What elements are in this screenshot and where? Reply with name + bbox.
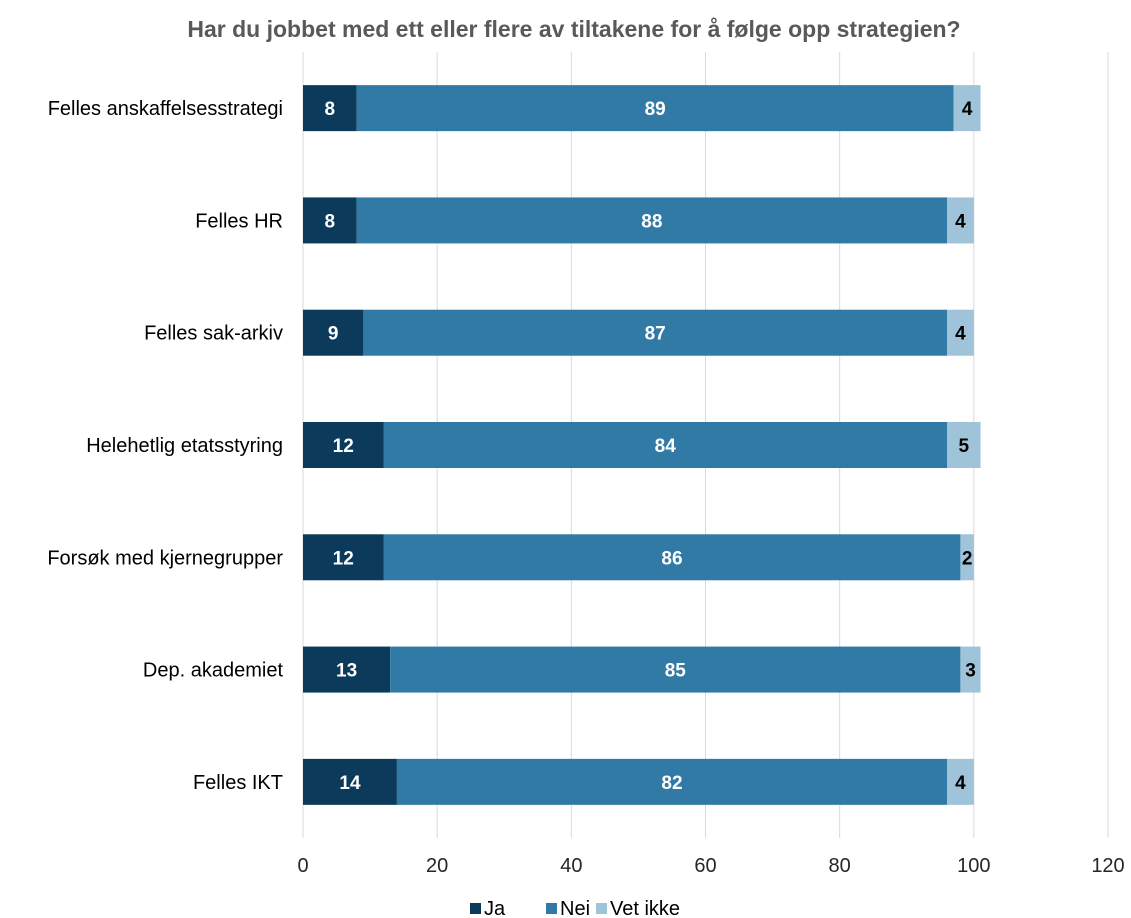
data-label: 87 bbox=[645, 324, 666, 345]
x-tick-label: 100 bbox=[957, 855, 990, 877]
x-tick-label: 80 bbox=[829, 855, 851, 877]
category-label: Forsøk med kjernegrupper bbox=[47, 547, 283, 569]
bar-segment bbox=[303, 646, 391, 693]
bar-segment bbox=[383, 422, 947, 468]
data-label: 5 bbox=[958, 436, 969, 457]
data-label: 4 bbox=[955, 773, 966, 794]
legend: Ja Nei Vet ikke bbox=[470, 898, 680, 918]
data-label: 85 bbox=[665, 661, 687, 682]
category-label: Dep. akademiet bbox=[143, 660, 284, 682]
data-label: 89 bbox=[645, 99, 666, 120]
bar-segment bbox=[947, 422, 981, 468]
bar-segment bbox=[303, 309, 364, 356]
legend-swatch bbox=[596, 903, 607, 914]
x-tick-label: 40 bbox=[560, 855, 582, 877]
bar-segment bbox=[947, 197, 974, 244]
data-label: 8 bbox=[325, 99, 336, 120]
data-label: 3 bbox=[965, 661, 976, 682]
data-label: 12 bbox=[333, 436, 354, 457]
category-label: Felles IKT bbox=[193, 772, 283, 794]
data-label: 2 bbox=[962, 548, 973, 569]
bar-segment bbox=[303, 422, 384, 468]
data-label: 4 bbox=[955, 324, 966, 345]
bar-segment bbox=[396, 758, 948, 805]
category-label: Helehetlig etatsstyring bbox=[86, 435, 283, 457]
x-tick-label: 20 bbox=[426, 855, 448, 877]
x-tick-label: 0 bbox=[297, 855, 308, 877]
data-label: 82 bbox=[661, 773, 682, 794]
bar-segment bbox=[303, 758, 397, 805]
legend-label: Nei bbox=[560, 898, 590, 918]
data-label: 9 bbox=[328, 324, 339, 345]
bar-segment bbox=[960, 646, 981, 693]
category-label: Felles sak-arkiv bbox=[144, 323, 283, 345]
category-label: Felles anskaffelsesstrategi bbox=[48, 98, 283, 120]
legend-swatch bbox=[546, 903, 557, 914]
bar-segment bbox=[356, 197, 948, 244]
chart-title: Har du jobbet med ett eller flere av til… bbox=[187, 16, 960, 42]
data-label: 13 bbox=[336, 661, 357, 682]
bar-segment bbox=[953, 85, 981, 132]
data-label: 8 bbox=[325, 211, 336, 232]
legend-label: Ja bbox=[484, 898, 506, 918]
legend-swatch bbox=[470, 903, 481, 914]
bar-segment bbox=[947, 309, 974, 356]
category-label: Felles HR bbox=[195, 210, 283, 232]
data-label: 88 bbox=[641, 211, 662, 232]
bar-segment bbox=[303, 197, 357, 244]
bar-segment bbox=[390, 646, 961, 693]
bar-segment bbox=[303, 534, 384, 581]
x-tick-labels: 0 20 40 60 80 100 120 bbox=[297, 855, 1124, 877]
bar-segment bbox=[947, 758, 974, 805]
bar-segment bbox=[356, 85, 954, 132]
data-label: 4 bbox=[962, 99, 973, 120]
bar-segment bbox=[363, 309, 947, 356]
bar-segment bbox=[383, 534, 961, 581]
data-label: 86 bbox=[661, 548, 682, 569]
bar-segment bbox=[303, 85, 357, 132]
bars: 8 89 48 88 49 87 412 84 512 86 213 85 314 82 4 bbox=[303, 85, 981, 805]
legend-label: Vet ikke bbox=[610, 898, 680, 918]
bar-segment bbox=[960, 534, 974, 581]
data-label: 14 bbox=[339, 773, 361, 794]
category-labels: Felles anskaffelsesstrategi Felles HR Fell… bbox=[47, 98, 283, 794]
data-label: 12 bbox=[333, 548, 354, 569]
data-label: 4 bbox=[955, 211, 966, 232]
data-label: 84 bbox=[655, 436, 677, 457]
x-tick-label: 60 bbox=[694, 855, 716, 877]
x-tick-label: 120 bbox=[1091, 855, 1124, 877]
